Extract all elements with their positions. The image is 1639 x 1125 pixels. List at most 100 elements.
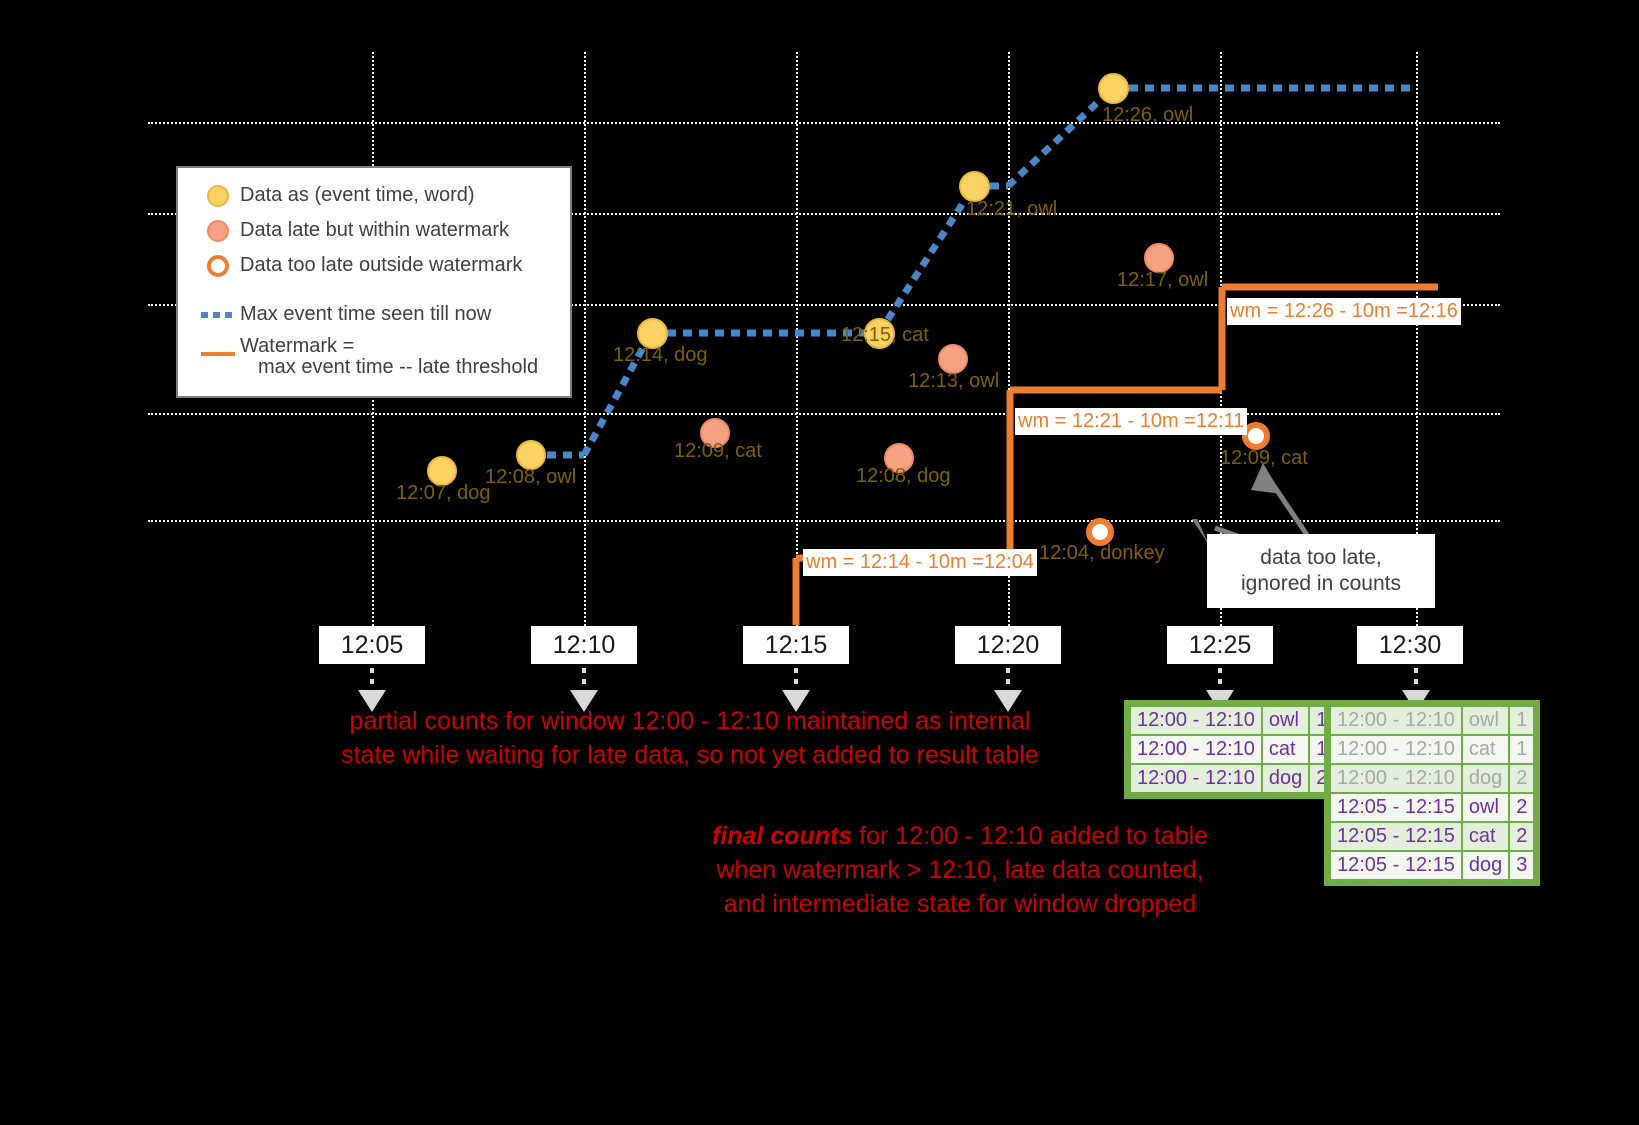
table-row: 12:05 - 12:15 owl 2 bbox=[1331, 794, 1534, 821]
axis-tick-1215: 12:15 bbox=[743, 626, 849, 664]
table-row: 12:05 - 12:15 dog 3 bbox=[1331, 852, 1534, 879]
legend-label: Max event time seen till now bbox=[240, 303, 492, 325]
legend-label: Data as (event time, word) bbox=[240, 184, 475, 206]
cell-window: 12:05 - 12:15 bbox=[1331, 794, 1461, 821]
note-final-rest: for 12:00 - 12:10 added to table bbox=[852, 822, 1209, 850]
note-partial-line-2: state while waiting for late data, so no… bbox=[341, 740, 1039, 769]
data-point-label: 12:26, owl bbox=[1102, 104, 1194, 126]
data-point-label: 12:21, owl bbox=[966, 198, 1058, 220]
legend-spacer bbox=[178, 283, 570, 297]
axis-tick-1205: 12:05 bbox=[319, 626, 425, 664]
gridline-vertical bbox=[796, 52, 798, 630]
cell-count: 2 bbox=[1510, 765, 1534, 792]
legend-item-watermark: Watermark = bbox=[178, 332, 570, 360]
legend-sublabel: max event time -- late threshold bbox=[258, 356, 539, 378]
note-final-line-1: final counts for 12:00 - 12:10 added to … bbox=[655, 820, 1265, 854]
data-point-too-late bbox=[1086, 518, 1114, 546]
legend-label: Data late but within watermark bbox=[240, 219, 510, 241]
cell-word: owl bbox=[1462, 707, 1509, 734]
legend-item-too-late: Data too late outside watermark bbox=[178, 248, 570, 283]
table-row: 12:00 - 12:10 cat 1 bbox=[1131, 736, 1334, 763]
cell-word: cat bbox=[1262, 736, 1309, 763]
callout-line-1: data too late, bbox=[1260, 545, 1382, 569]
table-row: 12:00 - 12:10 dog 2 bbox=[1131, 765, 1334, 792]
watermark-label: wm = 12:21 - 10m =12:11 bbox=[1015, 408, 1248, 435]
cell-word: owl bbox=[1262, 707, 1309, 734]
data-point-label: 12:14, dog bbox=[613, 344, 708, 366]
max-event-time-line bbox=[531, 84, 1416, 459]
gridline-horizontal bbox=[148, 213, 1500, 215]
note-final-line-2: when watermark > 12:10, late data counte… bbox=[716, 855, 1204, 884]
data-point-label: 12:07, dog bbox=[396, 482, 491, 504]
data-point-on-time bbox=[427, 456, 457, 486]
table-row: 12:00 - 12:10 owl 1 bbox=[1131, 707, 1334, 734]
gridline-horizontal bbox=[148, 122, 1500, 124]
cell-window: 12:05 - 12:15 bbox=[1331, 852, 1461, 879]
legend-item-late-within: Data late but within watermark bbox=[178, 213, 570, 248]
legend-label: Data too late outside watermark bbox=[240, 254, 523, 276]
cell-word: dog bbox=[1462, 852, 1509, 879]
cell-window: 12:00 - 12:10 bbox=[1131, 707, 1261, 734]
data-point-label: 12:15, cat bbox=[841, 324, 929, 346]
cell-window: 12:05 - 12:15 bbox=[1331, 823, 1461, 850]
cell-word: dog bbox=[1262, 765, 1309, 792]
cell-window: 12:00 - 12:10 bbox=[1131, 736, 1261, 763]
legend-label: Watermark = bbox=[240, 334, 355, 357]
watermark-label: wm = 12:26 - 10m =12:16 bbox=[1227, 298, 1461, 325]
cell-count: 2 bbox=[1510, 794, 1534, 821]
cell-window: 12:00 - 12:10 bbox=[1331, 736, 1461, 763]
data-point-label: 12:17, owl bbox=[1117, 269, 1209, 291]
orange-solid-line-icon bbox=[196, 352, 240, 360]
cell-count: 1 bbox=[1510, 736, 1534, 763]
legend-item-on-time: Data as (event time, word) bbox=[178, 178, 570, 213]
legend-item-max-event-time: Max event time seen till now bbox=[178, 297, 570, 332]
legend: Data as (event time, word) Data late but… bbox=[176, 166, 572, 398]
table-row: 12:00 - 12:10 dog 2 bbox=[1331, 765, 1534, 792]
gridline-vertical bbox=[584, 52, 586, 630]
filled-yellow-circle-icon bbox=[196, 184, 240, 207]
gridline-horizontal bbox=[148, 520, 1500, 522]
data-point-late-within bbox=[700, 418, 730, 448]
note-partial-line-1: partial counts for window 12:00 - 12:10 … bbox=[349, 707, 1031, 735]
axis-tick-1220: 12:20 bbox=[955, 626, 1061, 664]
data-point-on-time bbox=[637, 318, 668, 349]
data-point-too-late bbox=[1242, 422, 1270, 450]
hollow-orange-circle-icon bbox=[196, 254, 240, 277]
cell-count: 3 bbox=[1510, 852, 1534, 879]
data-point-late-within bbox=[938, 344, 968, 374]
gridline-horizontal bbox=[148, 304, 1500, 306]
cell-word: cat bbox=[1462, 736, 1509, 763]
data-point-on-time bbox=[959, 171, 990, 202]
cell-window: 12:00 - 12:10 bbox=[1331, 765, 1461, 792]
result-table-1230: 12:00 - 12:10 owl 1 12:00 - 12:10 cat 1 12:00 … bbox=[1324, 700, 1541, 886]
cell-word: cat bbox=[1462, 823, 1509, 850]
table-row: 12:00 - 12:10 owl 1 bbox=[1331, 707, 1534, 734]
tick-drop-arrows bbox=[370, 668, 1418, 692]
cell-word: dog bbox=[1462, 765, 1509, 792]
data-point-label: 12:09, cat bbox=[674, 440, 762, 462]
axis-tick-1225: 12:25 bbox=[1167, 626, 1273, 664]
cell-window: 12:00 - 12:10 bbox=[1331, 707, 1461, 734]
cell-count: 1 bbox=[1510, 707, 1534, 734]
table-row: 12:00 - 12:10 cat 1 bbox=[1331, 736, 1534, 763]
data-point-label: 12:08, owl bbox=[485, 466, 577, 488]
note-final-emphasis: final counts bbox=[711, 822, 853, 850]
note-partial-counts: partial counts for window 12:00 - 12:10 … bbox=[330, 705, 1050, 773]
callout-arrowheads bbox=[1192, 463, 1281, 545]
data-point-label: 12:08, dog bbox=[856, 465, 951, 487]
gridline-vertical bbox=[1008, 52, 1010, 630]
callout-line-2: ignored in counts bbox=[1241, 572, 1401, 595]
blue-dotted-line-icon bbox=[196, 311, 240, 318]
callout-too-late: data too late, ignored in counts bbox=[1207, 534, 1435, 608]
data-point-label: 12:13, owl bbox=[908, 370, 1000, 392]
data-point-label: 12:04, donkey bbox=[1039, 542, 1165, 564]
note-final-line-3: and intermediate state for window droppe… bbox=[723, 889, 1197, 918]
gridline-horizontal bbox=[148, 413, 1500, 415]
data-point-late-within bbox=[884, 443, 914, 473]
axis-tick-1210: 12:10 bbox=[531, 626, 637, 664]
data-point-on-time bbox=[864, 318, 895, 349]
data-point-late-within bbox=[1144, 243, 1174, 273]
cell-count: 2 bbox=[1510, 823, 1534, 850]
table-row: 12:05 - 12:15 cat 2 bbox=[1331, 823, 1534, 850]
